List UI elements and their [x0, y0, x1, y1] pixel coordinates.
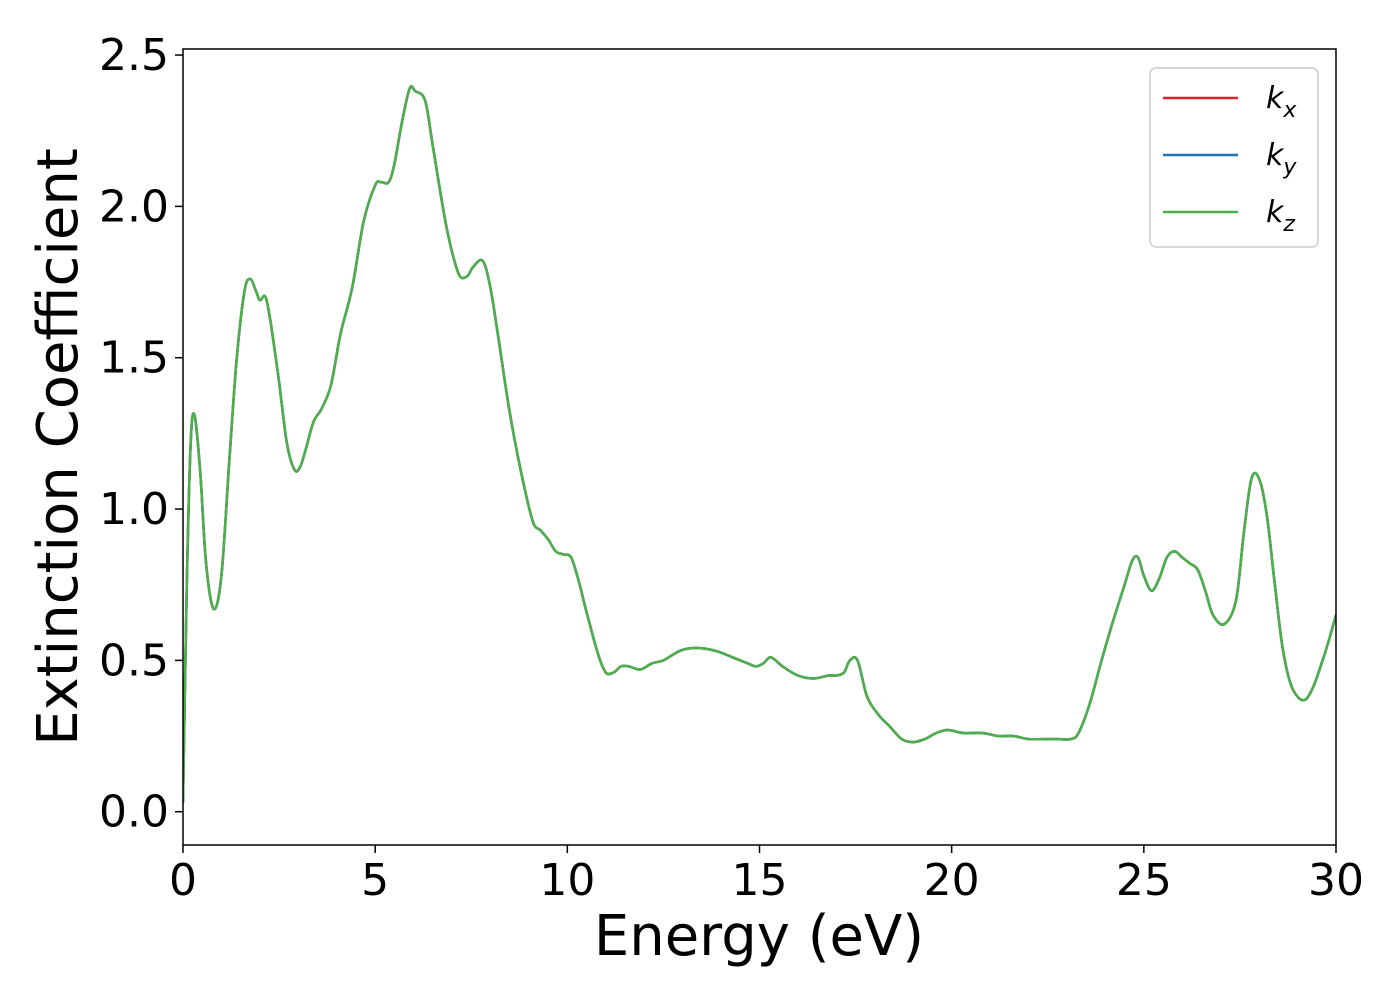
x-tick-label: 10	[539, 855, 595, 906]
x-tick-label: 15	[732, 855, 788, 906]
plot-area	[183, 49, 1336, 845]
x-axis-label: Energy (eV)	[594, 904, 924, 969]
x-ticks: 0 5 10 15 20 25 30	[169, 845, 1364, 906]
y-tick-label: 0.5	[99, 635, 169, 686]
x-tick-label: 20	[924, 855, 980, 906]
y-tick-label: 0.0	[99, 787, 169, 838]
x-tick-label: 5	[361, 855, 389, 906]
y-tick-label: 1.0	[99, 484, 169, 535]
series-layer	[183, 85, 1336, 803]
y-tick-label: 2.5	[99, 30, 169, 81]
y-axis-label: Extinction Coefficient	[26, 148, 91, 746]
x-tick-label: 25	[1116, 855, 1172, 906]
legend-box	[1149, 67, 1319, 248]
x-tick-label: 30	[1308, 855, 1364, 906]
y-tick-label: 2.0	[99, 181, 169, 232]
x-tick-label: 0	[169, 855, 197, 906]
y-tick-label: 1.5	[99, 333, 169, 384]
series-line-kz	[183, 85, 1336, 803]
y-ticks: 0.0 0.5 1.0 1.5 2.0 2.5	[99, 30, 183, 838]
